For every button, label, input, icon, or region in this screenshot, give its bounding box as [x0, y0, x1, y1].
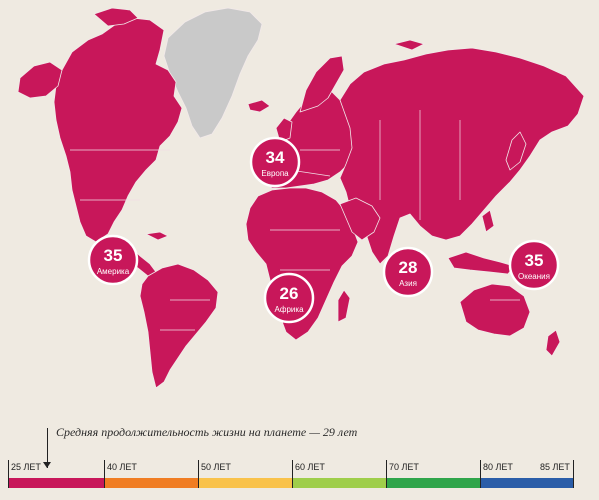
- scale-segment-60-70: [292, 478, 386, 488]
- scale-tick-50: [198, 460, 199, 488]
- arctic-islands-shape: [393, 39, 425, 51]
- canadian-arctic-shape: [93, 7, 139, 27]
- japan-shape: [505, 131, 527, 171]
- country-borders: [70, 110, 520, 331]
- bubble-africa: 26 Африка: [263, 272, 315, 324]
- pointer-arrow-icon: [43, 462, 51, 468]
- north-america-shape: [53, 17, 183, 243]
- scale-label-50: 50 ЛЕТ: [201, 462, 231, 472]
- iceland-shape: [247, 99, 271, 113]
- bubble-europe-value: 34: [266, 148, 285, 167]
- bubble-europe: 34 Европа: [249, 136, 301, 188]
- scale-segment-50-60: [198, 478, 292, 488]
- scale-label-85: 85 ЛЕТ: [540, 462, 570, 472]
- world-average-pointer: [47, 428, 48, 468]
- life-expectancy-scale: 25 ЛЕТ 40 ЛЕТ 50 ЛЕТ 60 ЛЕТ 70 ЛЕТ 80 ЛЕ…: [8, 460, 574, 488]
- bubble-oceania-value: 35: [525, 251, 544, 270]
- bubble-europe-label: Европа: [261, 169, 289, 178]
- australia-shape: [459, 283, 531, 337]
- scale-tick-25: [8, 460, 9, 488]
- asia-shape: [339, 47, 585, 265]
- scale-tick-80: [480, 460, 481, 488]
- alaska-shape: [17, 61, 63, 99]
- africa-shape: [245, 187, 359, 341]
- world-average-caption: Средняя продолжительность жизни на плане…: [56, 425, 358, 439]
- scale-label-80: 80 ЛЕТ: [483, 462, 513, 472]
- south-america-shape: [139, 263, 219, 389]
- scale-segment-25-40: [8, 478, 104, 488]
- bubble-america-value: 35: [104, 246, 123, 265]
- scale-segment-80-85: [480, 478, 574, 488]
- new-zealand-shape: [545, 329, 561, 357]
- scandinavia-shape: [299, 55, 345, 113]
- scale-tick-85: [573, 460, 574, 488]
- scale-tick-70: [386, 460, 387, 488]
- scale-label-70: 70 ЛЕТ: [389, 462, 419, 472]
- arabia-shape: [339, 197, 381, 241]
- scale-label-25: 25 ЛЕТ: [11, 462, 41, 472]
- bubble-asia: 28 Азия: [382, 246, 434, 298]
- bubble-africa-value: 26: [280, 284, 299, 303]
- scale-tick-40: [104, 460, 105, 488]
- philippines-shape: [481, 209, 495, 233]
- bubble-america: 35 Америка: [87, 234, 139, 286]
- bubble-asia-label: Азия: [399, 279, 417, 288]
- bubble-africa-label: Африка: [274, 305, 304, 314]
- scale-segment-40-50: [104, 478, 198, 488]
- greenland-shape: [163, 7, 263, 139]
- scale-tick-60: [292, 460, 293, 488]
- bubble-oceania: 35 Океания: [508, 239, 560, 291]
- bubble-asia-value: 28: [399, 258, 418, 277]
- southeast-asia-islands-shape: [447, 251, 515, 275]
- scale-label-40: 40 ЛЕТ: [107, 462, 137, 472]
- scale-label-60: 60 ЛЕТ: [295, 462, 325, 472]
- world-map: 34 Европа 35 Америка 26 Африка 28 Азия 3…: [17, 7, 585, 389]
- madagascar-shape: [337, 289, 351, 323]
- bubble-america-label: Америка: [97, 267, 130, 276]
- caribbean-shape: [145, 231, 169, 241]
- bubble-oceania-label: Океания: [518, 272, 550, 281]
- scale-segment-70-80: [386, 478, 480, 488]
